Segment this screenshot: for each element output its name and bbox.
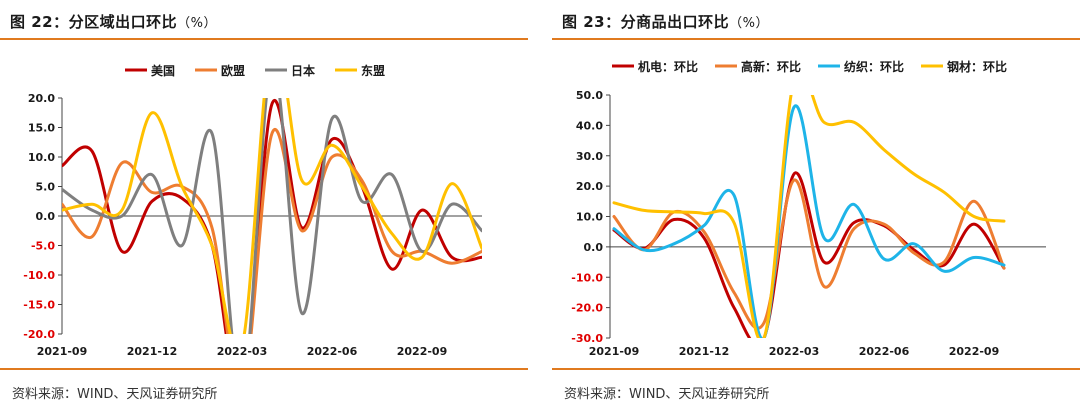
chart-title-regions: 图 22：分区域出口环比（%）	[10, 13, 217, 31]
line-chart-regions: 20.0 15.0 10.0 5.0 0.0 -5.0 -10.0 -15.0 -20.0 202…	[23, 63, 482, 358]
title-divider	[0, 38, 528, 40]
y-tick-label: 30.0	[576, 150, 603, 163]
source-divider	[0, 368, 528, 370]
x-tick-label: 2022-09	[397, 345, 448, 358]
chart-panel-regions: 图 22：分区域出口环比（%） 20.0 15.0 10.0 5.0 0.0 -5.0 -1…	[0, 0, 528, 410]
source-note: 资料来源：WIND、天风证券研究所	[12, 387, 218, 402]
x-tick-label: 2021-12	[679, 345, 730, 358]
y-tick-label: -10.0	[571, 271, 603, 284]
source-note: 资料来源：WIND、天风证券研究所	[564, 387, 770, 402]
legend-label: 机电：环比	[638, 59, 698, 74]
y-tick-label: 10.0	[28, 151, 55, 164]
y-tick-label: -20.0	[23, 328, 55, 341]
y-tick-label: -15.0	[23, 299, 55, 312]
series-line	[612, 104, 1006, 338]
series-line	[62, 98, 482, 334]
x-tick-label: 2021-09	[589, 345, 640, 358]
line-chart-commodities: 50.040.030.020.010.00.0-10.0-20.0-30.020…	[571, 59, 1046, 358]
series-line	[612, 95, 1006, 338]
title-divider	[552, 38, 1080, 40]
source-divider	[552, 368, 1080, 370]
y-tick-label: 20.0	[28, 92, 55, 105]
y-tick-label: -5.0	[31, 240, 55, 253]
y-tick-label: -30.0	[571, 332, 603, 345]
legend-label: 欧盟	[221, 63, 245, 78]
x-tick-label: 2022-03	[217, 345, 268, 358]
y-tick-label: 40.0	[576, 119, 603, 132]
series-group	[612, 95, 1006, 338]
chart-panel-commodities: 图 23：分商品出口环比（%） 50.0 40.0 30.0 20.0 10.0 0.0 -…	[552, 0, 1080, 410]
y-tick-label: 20.0	[576, 180, 603, 193]
series-group	[62, 98, 482, 334]
series-line	[62, 99, 482, 334]
y-tick-label: 15.0	[28, 122, 55, 135]
x-tick-label: 2021-09	[37, 345, 88, 358]
x-tick-label: 2022-09	[949, 345, 1000, 358]
y-tick-label: 0.0	[36, 210, 56, 223]
x-tick-label: 2022-03	[769, 345, 820, 358]
legend-label: 东盟	[361, 63, 385, 78]
y-tick-label: 10.0	[576, 211, 603, 224]
x-tick-label: 2022-06	[859, 345, 910, 358]
x-tick-label: 2022-06	[307, 345, 358, 358]
legend-label: 纺织：环比	[844, 59, 904, 74]
series-line	[612, 178, 1006, 330]
legend-label: 美国	[151, 63, 175, 78]
y-tick-label: 5.0	[36, 181, 56, 194]
chart-title-commodities: 图 23：分商品出口环比（%）	[562, 13, 769, 31]
y-tick-label: -20.0	[571, 302, 603, 315]
series-line	[62, 98, 482, 334]
y-tick-label: 0.0	[584, 241, 604, 254]
legend-label: 日本	[291, 63, 315, 78]
y-tick-label: 50.0	[576, 89, 603, 102]
series-line	[62, 128, 482, 334]
x-tick-label: 2021-12	[127, 345, 178, 358]
y-tick-label: -10.0	[23, 269, 55, 282]
legend-label: 钢材：环比	[947, 59, 1007, 74]
legend-label: 高新：环比	[741, 59, 801, 74]
